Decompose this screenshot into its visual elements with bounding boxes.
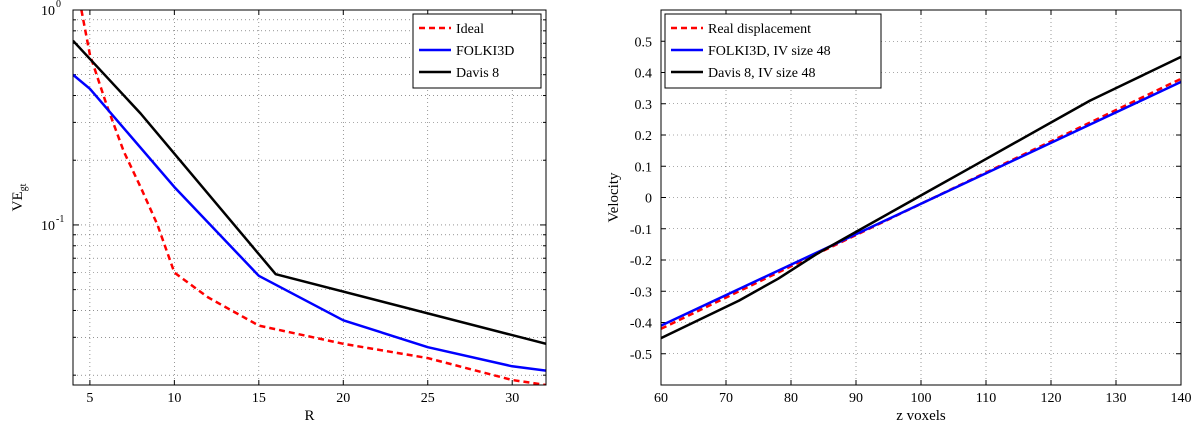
x-tick-label: 140 [1171, 391, 1192, 406]
series-group [73, 10, 546, 385]
x-tick-label: 60 [654, 391, 668, 406]
series-line-folki3d [73, 73, 546, 372]
chart-velocity-vs-z: 60 70 80 90 100 110 120 130 140 -0.5 -0.4 -0.3 -0.2 -… [606, 9, 1192, 424]
y-tick-exponent: 0 [56, 0, 61, 10]
legend-entry: Davis 8 [456, 66, 499, 81]
y-tick-label: 0.3 [635, 98, 653, 113]
y-tick-label: -0.2 [630, 254, 652, 269]
y-axis-label: Velocity [606, 172, 622, 222]
x-axis-label: z voxels [896, 408, 946, 424]
x-tick-label: 25 [421, 391, 435, 406]
x-tick-label: 100 [911, 391, 932, 406]
x-axis-label: R [304, 408, 314, 424]
legend-entry: FOLKI3D, IV size 48 [708, 44, 831, 59]
y-tick-label: -0.5 [630, 348, 652, 363]
y-tick-label: 0.2 [635, 129, 653, 144]
x-tick-label: 15 [252, 391, 266, 406]
grid-lines [660, 10, 1182, 385]
x-tick-label: 5 [86, 391, 93, 406]
x-tick-label: 10 [167, 391, 181, 406]
y-axis-label-subscript: gt [18, 183, 29, 191]
series-line-folki3d-iv-size-48 [661, 80, 1181, 327]
x-tick-label: 110 [976, 391, 996, 406]
series-line-real-displacement [661, 77, 1181, 330]
legend-entry: FOLKI3D [456, 44, 514, 59]
y-axis-label: VEgt [10, 183, 29, 211]
y-tick-exponent: -1 [56, 214, 64, 225]
y-tick-label: 10 [41, 219, 55, 234]
legend-entry: Ideal [456, 22, 484, 37]
x-tick-label: 30 [505, 391, 519, 406]
y-tick-label: -0.4 [630, 317, 652, 332]
legend-entry: Real displacement [708, 22, 811, 37]
legend: Real displacement FOLKI3D, IV size 48 Davi… [664, 13, 882, 89]
y-tick-label: 0.5 [635, 35, 653, 50]
x-tick-label: 70 [719, 391, 733, 406]
y-tick-label: 10 [41, 4, 55, 19]
y-tick-label: -0.1 [630, 223, 652, 238]
legend-entry: Davis 8, IV size 48 [708, 66, 815, 81]
x-tick-label: 20 [336, 391, 350, 406]
y-tick-label: 0 [645, 192, 652, 207]
plot-frame [660, 9, 1182, 386]
y-tick-label: 0.1 [635, 160, 653, 175]
x-tick-label: 80 [784, 391, 798, 406]
y-tick-label: -0.3 [630, 285, 652, 300]
series-line-davis-8-iv-size-48 [661, 55, 1181, 340]
x-tick-label: 130 [1106, 391, 1127, 406]
series-line-davis-8 [73, 39, 546, 346]
series-group [661, 55, 1181, 340]
y-tick-label: 0.4 [635, 67, 653, 82]
legend: Ideal FOLKI3D Davis 8 [412, 13, 542, 89]
plot-frame [72, 9, 547, 386]
x-tick-label: 120 [1041, 391, 1062, 406]
series-line-ideal [80, 10, 546, 385]
x-tick-label: 90 [849, 391, 863, 406]
